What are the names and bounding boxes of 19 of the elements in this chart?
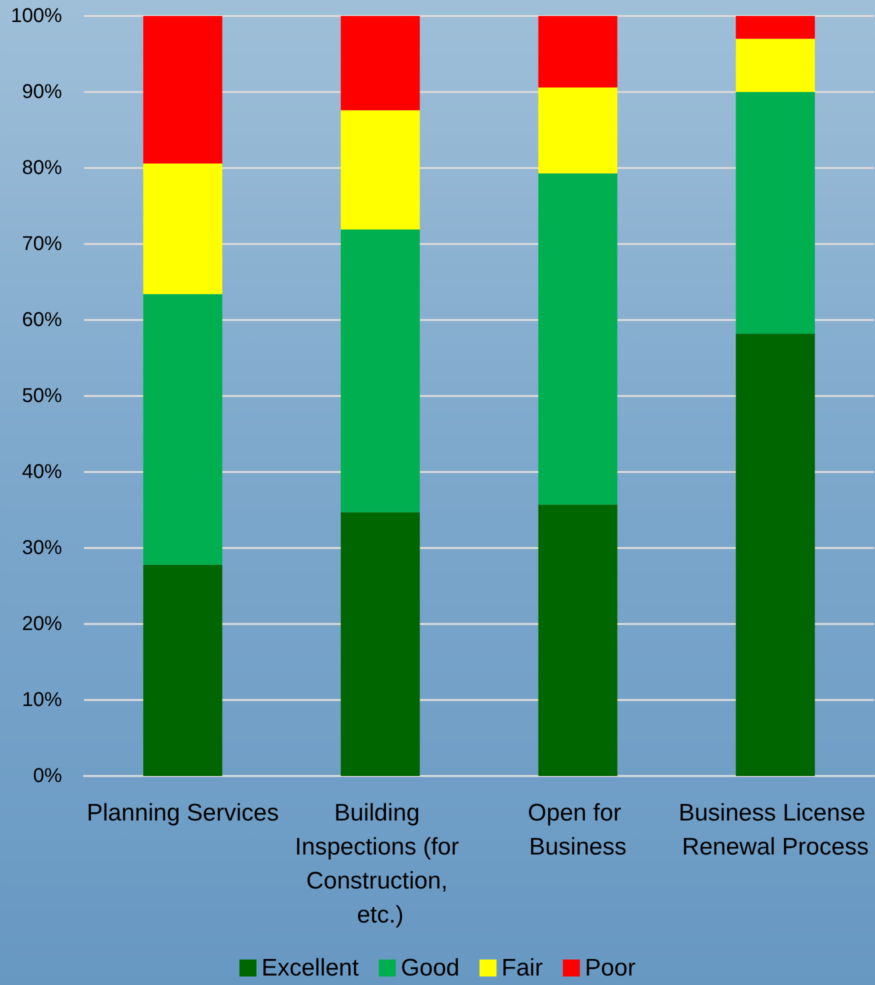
legend-label: Good	[400, 954, 460, 982]
y-tick-label: 70%	[22, 233, 62, 255]
x-tick-label: Building Inspections (for Construction, etc.)	[294, 800, 466, 928]
y-tick-label: 60%	[22, 309, 62, 331]
y-tick-label: 40%	[22, 461, 62, 483]
legend-label: Excellent	[261, 954, 360, 982]
x-tick-label: Open for Business	[528, 800, 628, 860]
legend-label: Fair	[502, 954, 543, 982]
y-tick-label: 50%	[22, 385, 62, 407]
y-tick-label: 10%	[22, 689, 62, 711]
y-tick-label: 20%	[22, 613, 62, 635]
y-tick-label: 0%	[33, 765, 62, 787]
y-tick-label: 80%	[22, 157, 62, 179]
y-tick-label: 90%	[22, 81, 62, 103]
x-tick-label: Business License Renewal Process	[678, 800, 872, 860]
y-tick-label: 30%	[22, 537, 62, 559]
y-tick-label: 100%	[10, 5, 62, 27]
x-tick-label: Planning Services	[86, 800, 279, 826]
legend-label: Poor	[584, 954, 636, 982]
